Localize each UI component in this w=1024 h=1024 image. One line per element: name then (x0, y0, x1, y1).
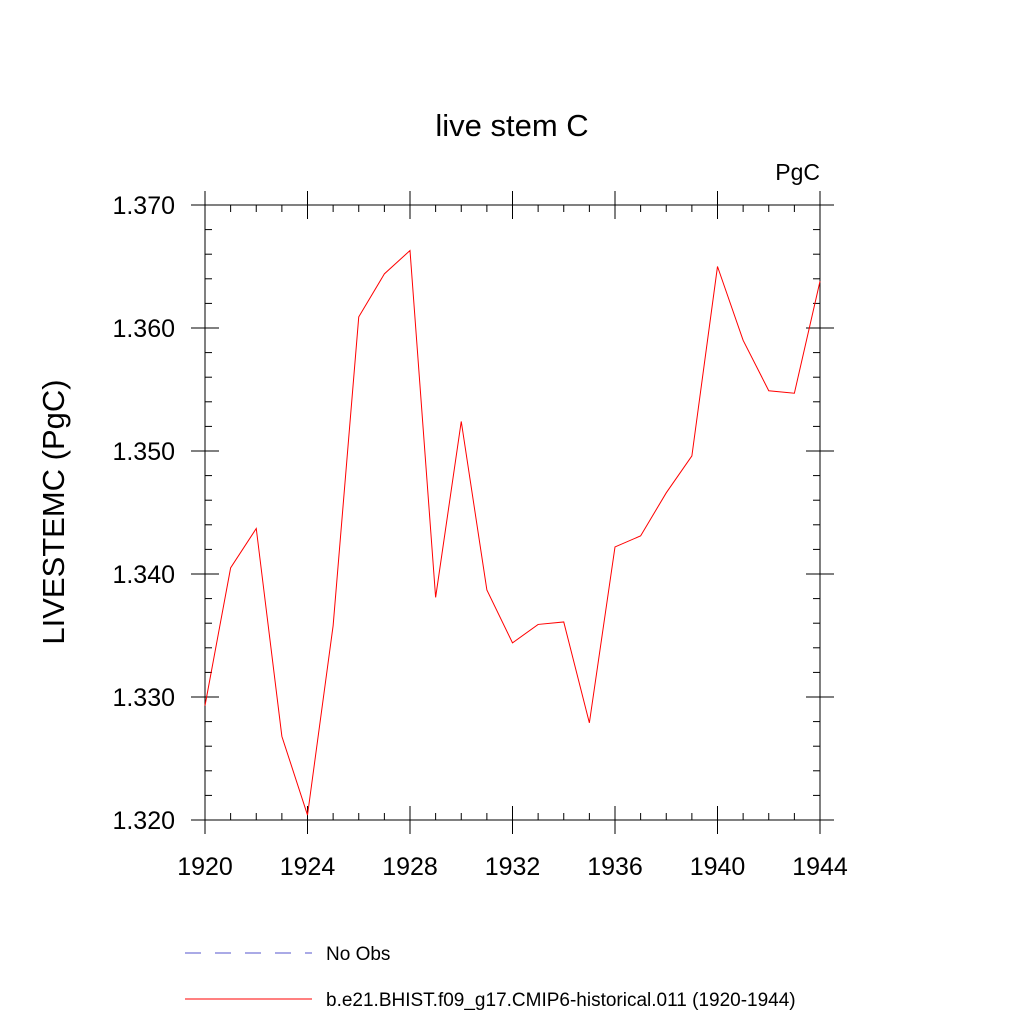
series-layer (204, 249, 821, 816)
x-tick-label: 1940 (690, 853, 746, 881)
x-axis: 1920 1924 1928 1932 1936 1940 1944 (177, 191, 848, 881)
x-tick-label: 1944 (792, 853, 848, 881)
x-tick-label: 1928 (382, 853, 438, 881)
legend-label-model-run: b.e21.BHIST.f09_g17.CMIP6-historical.011… (326, 990, 796, 1011)
y-tick-label: 1.350 (112, 438, 175, 466)
y-tick-label: 1.360 (112, 315, 175, 343)
x-tick-label: 1932 (485, 853, 541, 881)
x-tick-label: 1924 (280, 853, 336, 881)
legend-label-no-obs: No Obs (326, 944, 390, 965)
x-tick-label: 1920 (177, 853, 233, 881)
y-tick-label: 1.320 (112, 807, 175, 835)
y-tick-label: 1.330 (112, 684, 175, 712)
units-label: PgC (775, 159, 820, 185)
y-axis: 1.320 1.330 1.340 1.350 1.360 1.370 (112, 192, 834, 835)
legend: No Obs b.e21.BHIST.f09_g17.CMIP6-histori… (185, 944, 796, 1011)
series-line-1 (204, 249, 821, 816)
x-tick-label: 1936 (587, 853, 643, 881)
y-tick-label: 1.370 (112, 192, 175, 220)
y-tick-label: 1.340 (112, 561, 175, 589)
y-axis-label: LIVESTEMC (PgC) (36, 379, 71, 644)
chart-title: live stem C (435, 108, 588, 143)
